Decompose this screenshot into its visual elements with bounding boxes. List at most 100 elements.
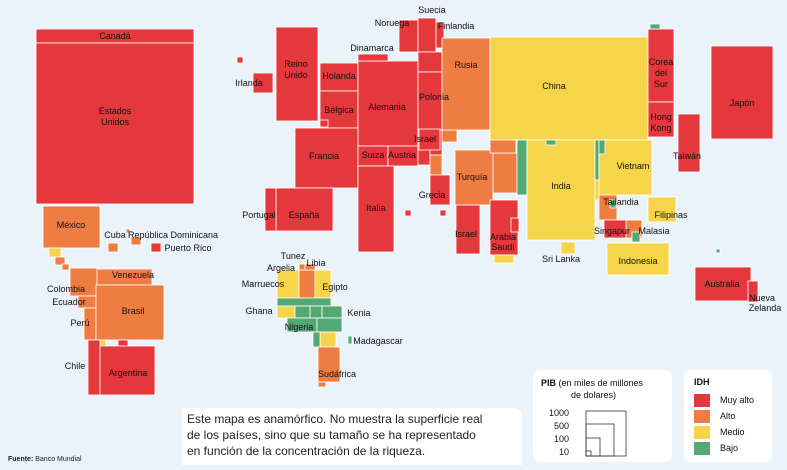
label-tailandia: Tailandia xyxy=(603,197,639,207)
label-chile: Chile xyxy=(65,361,86,371)
legend-idh-swatch-alto xyxy=(694,410,710,423)
legend-idh-label-alto: Alto xyxy=(720,411,736,421)
region-png xyxy=(715,248,721,254)
legend-idh-swatch-medio xyxy=(694,426,710,439)
label-alemania: Alemania xyxy=(368,102,406,112)
region-chile[interactable] xyxy=(87,339,101,396)
label-indonesia: Indonesia xyxy=(618,256,657,266)
region-rep-dominicana[interactable] xyxy=(130,236,142,246)
label-singapur: Singapur xyxy=(594,226,630,236)
region-israel-north[interactable] xyxy=(418,128,441,151)
region-argentina[interactable] xyxy=(99,345,156,396)
region-madagascar[interactable] xyxy=(347,335,353,345)
region-mexico[interactable] xyxy=(42,205,101,249)
note-line-2: de los países, sino que su tamaño se ha … xyxy=(187,428,476,442)
label-malasia: Malasia xyxy=(638,226,669,236)
region-timor xyxy=(631,231,641,243)
source-label: Fuente: xyxy=(8,456,34,463)
legend-pib: PIB (en miles de millones de dolares) 10… xyxy=(533,370,672,462)
region-panama xyxy=(61,263,70,271)
label-corea-2: del xyxy=(655,68,667,78)
label-ghana: Ghana xyxy=(245,306,272,316)
label-turquia: Turquía xyxy=(457,172,488,182)
region-puerto-rico[interactable] xyxy=(150,242,162,253)
legend-pib-title-line2: de dolares) xyxy=(571,390,617,400)
label-rusia: Rusia xyxy=(454,60,477,70)
region-sudafrica[interactable] xyxy=(317,346,341,383)
label-noruega: Noruega xyxy=(375,18,410,28)
note-line-3: en función de la concentración de la riq… xyxy=(187,444,426,458)
region-ghana[interactable] xyxy=(276,305,296,319)
region-libia[interactable] xyxy=(304,263,316,271)
label-mexico: México xyxy=(57,220,86,230)
label-corea-3: Sur xyxy=(654,79,668,89)
region-argelia[interactable] xyxy=(298,269,316,299)
label-hong-kong-2: Kong xyxy=(650,123,671,133)
label-colombia: Colombia xyxy=(47,284,85,294)
region-tunez[interactable] xyxy=(298,263,306,271)
legend-pib-value-500: 500 xyxy=(553,421,569,431)
region-etiopia xyxy=(309,305,323,319)
region-hong-kong[interactable] xyxy=(647,101,675,138)
label-reino-unido-1: Reino xyxy=(284,59,308,69)
label-finlandia: Finlandia xyxy=(438,21,475,31)
region-islandia xyxy=(236,56,244,64)
region-myanmar xyxy=(594,179,600,201)
label-taiwan: Taiwán xyxy=(673,151,701,161)
region-italia[interactable] xyxy=(357,165,395,253)
region-nepal xyxy=(545,139,557,146)
region-taiwan[interactable] xyxy=(677,113,701,173)
label-peru: Perú xyxy=(70,318,89,328)
region-dinamarca[interactable] xyxy=(357,53,389,62)
region-filipinas[interactable] xyxy=(647,196,677,223)
region-rusia[interactable] xyxy=(441,37,491,131)
region-uruguay xyxy=(117,339,129,347)
region-kenia[interactable] xyxy=(321,305,343,319)
label-portugal: Portugal xyxy=(242,210,276,220)
legend-pib-title-bold: PIB xyxy=(541,378,557,388)
region-estados-unidos[interactable] xyxy=(35,42,195,205)
region-japon[interactable] xyxy=(710,45,774,140)
region-reino-unido[interactable] xyxy=(275,26,319,122)
region-nueva-zelanda[interactable] xyxy=(747,280,759,303)
region-irlanda[interactable] xyxy=(252,72,274,94)
label-nigeria: Nigeria xyxy=(285,322,314,332)
label-israel-south: Israel xyxy=(455,229,477,239)
label-nueva-zelanda-1: Nueva xyxy=(749,293,775,303)
label-dinamarca: Dinamarca xyxy=(350,43,394,53)
label-japon: Japón xyxy=(730,98,755,108)
region-brasil[interactable] xyxy=(95,284,165,341)
label-holanda: Holanda xyxy=(322,71,356,81)
label-arabia-2: Saudí xyxy=(491,242,515,252)
label-tunez: Tunez xyxy=(281,251,306,261)
legend-idh-label-muy-alto: Muy alto xyxy=(720,395,755,405)
region-israel-south[interactable] xyxy=(455,204,481,255)
region-grecia[interactable] xyxy=(429,174,451,206)
region-australia[interactable] xyxy=(694,266,752,302)
region-pakistan xyxy=(516,139,528,196)
region-indonesia[interactable] xyxy=(606,242,670,276)
region-china[interactable] xyxy=(489,36,649,141)
region-caribe-small xyxy=(125,228,131,234)
region-bangladesh xyxy=(594,139,600,181)
region-francia[interactable] xyxy=(294,127,359,189)
region-suecia[interactable] xyxy=(417,17,437,53)
label-grecia: Grecia xyxy=(419,190,446,200)
region-cuba[interactable] xyxy=(107,242,119,253)
region-turquia[interactable] xyxy=(454,149,494,206)
region-portugal[interactable] xyxy=(264,187,277,232)
label-venezuela: Venezuela xyxy=(112,270,154,280)
legend-square-100 xyxy=(585,437,601,457)
label-suiza: Suiza xyxy=(362,150,385,160)
region-vietnam[interactable] xyxy=(598,139,653,196)
label-china: China xyxy=(542,81,566,91)
region-yemen xyxy=(493,254,515,264)
region-costa-marfil xyxy=(294,305,311,319)
label-reino-unido-2: Unido xyxy=(284,70,308,80)
label-sudafrica: Sudáfrica xyxy=(318,369,356,379)
legend-pib-title: PIB (en miles de millones de dolares) xyxy=(541,377,643,401)
region-finlandia[interactable] xyxy=(435,21,445,49)
region-sri-lanka[interactable] xyxy=(560,241,576,255)
